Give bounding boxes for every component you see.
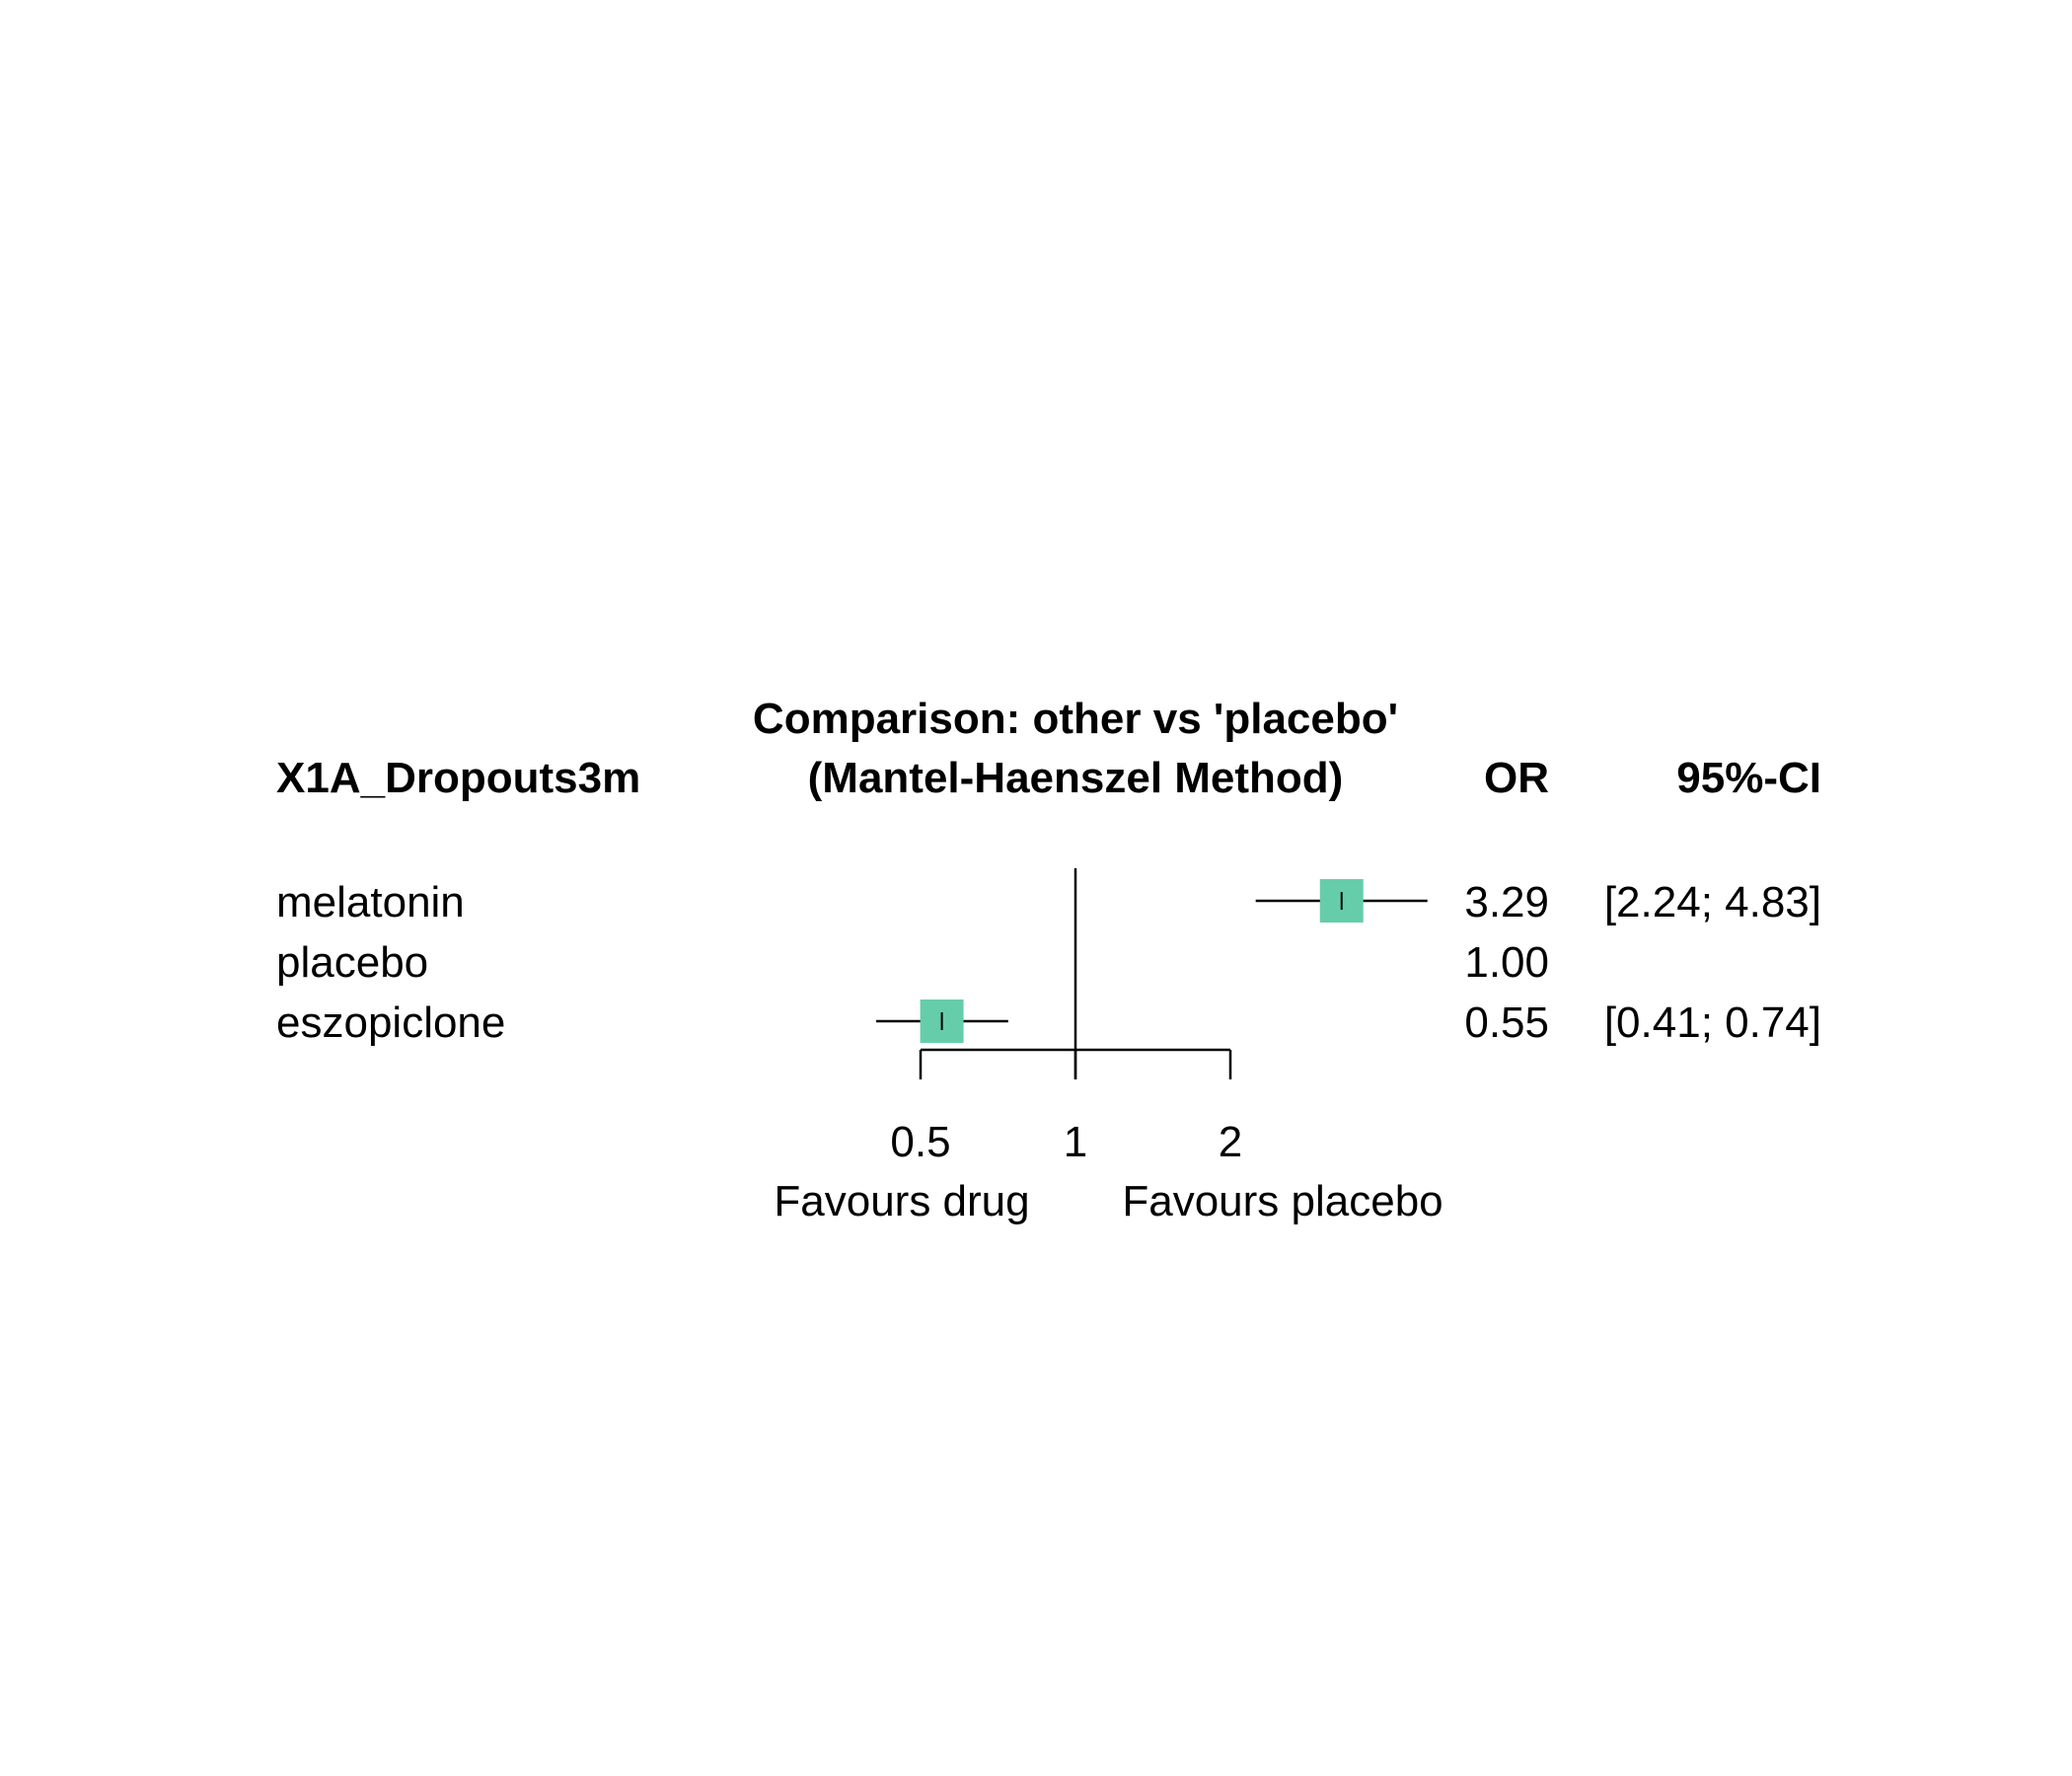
x-tick-label: 0.5 <box>890 1118 950 1166</box>
ci-value: [0.41; 0.74] <box>1604 999 1821 1047</box>
study-row: melatonin 3.29 [2.24; 4.83] <box>276 878 1821 926</box>
header-ci: 95%-CI <box>1676 754 1821 802</box>
favours-left-label: Favours drug <box>774 1177 1029 1225</box>
study-label: melatonin <box>276 878 465 926</box>
chart-title: Comparison: other vs 'placebo' <box>753 695 1398 743</box>
outcome-label: X1A_Dropouts3m <box>276 754 640 802</box>
study-row: eszopiclone 0.55 [0.41; 0.74] <box>276 999 1821 1047</box>
or-value: 0.55 <box>1464 999 1549 1047</box>
x-tick-label: 1 <box>1064 1118 1087 1166</box>
favours-right-label: Favours placebo <box>1122 1177 1443 1225</box>
or-value: 3.29 <box>1464 878 1549 926</box>
chart-subtitle: (Mantel-Haenszel Method) <box>808 754 1344 802</box>
study-label: eszopiclone <box>276 999 505 1047</box>
study-rows: melatonin 3.29 [2.24; 4.83] placebo 1.00 eszo… <box>276 878 1821 1047</box>
study-label: placebo <box>276 938 428 987</box>
x-axis: 0.5 1 2 <box>890 1048 1242 1166</box>
x-tick-label: 2 <box>1219 1118 1242 1166</box>
or-value: 1.00 <box>1464 938 1549 987</box>
study-row: placebo 1.00 <box>276 938 1549 987</box>
header-or: OR <box>1484 754 1549 802</box>
ci-value: [2.24; 4.83] <box>1604 878 1821 926</box>
